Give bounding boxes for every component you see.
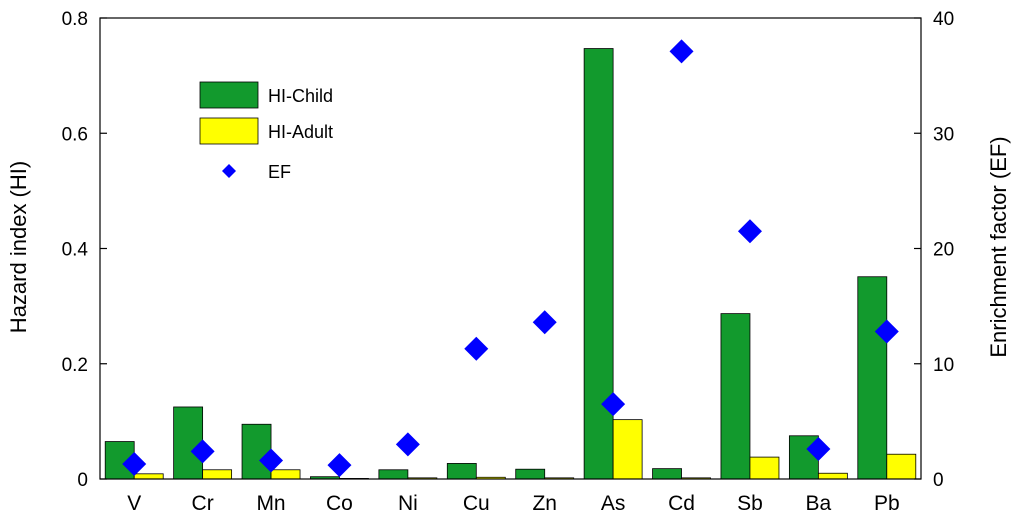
ef-point-cr xyxy=(190,439,215,464)
ef-point-as xyxy=(601,392,626,417)
ef-point-zn xyxy=(532,310,557,335)
y-axis-title: Hazard index (HI) xyxy=(6,161,31,333)
ef-point-pb xyxy=(874,319,899,344)
bar-hi-adult-ba xyxy=(817,472,848,480)
x-tick-label-as: As xyxy=(601,492,626,515)
y-tick-label: 0.6 xyxy=(62,124,88,145)
legend-label-hi-child: HI-Child xyxy=(268,86,333,106)
y2-tick-label: 20 xyxy=(933,240,954,261)
ef-point-cd xyxy=(669,39,694,64)
x-tick-label-cu: Cu xyxy=(463,492,490,515)
bar-hi-adult-cr xyxy=(202,469,233,480)
ef-point-ni xyxy=(395,432,420,457)
bar-hi-adult-sb xyxy=(749,456,780,480)
bar-hi-child-as xyxy=(583,48,614,480)
ef-point-v xyxy=(122,452,147,477)
y2-axis-title: Enrichment factor (EF) xyxy=(986,136,1011,357)
legend-label-ef: EF xyxy=(268,162,291,182)
bar-hi-child-pb xyxy=(857,276,888,480)
bars xyxy=(104,48,917,480)
bar-hi-adult-mn xyxy=(270,469,301,480)
bar-hi-adult-pb xyxy=(886,453,917,480)
y-tick-label: 0.2 xyxy=(62,355,88,376)
y2-tick-label: 10 xyxy=(933,355,954,376)
legend-marker-ef xyxy=(222,164,236,178)
axes: 0 0.2 0.4 0.6 0.8 0 10 20 30 40 V Cr Mn Co Ni Cu Zn As Cd S… xyxy=(62,9,955,515)
bar-hi-child-ni xyxy=(378,469,409,480)
bar-hi-child-cr xyxy=(173,406,204,480)
legend: HI-Child HI-Adult EF xyxy=(199,81,333,182)
legend-swatch-hi-adult xyxy=(199,117,259,145)
ef-point-co xyxy=(327,453,352,478)
x-tick-label-co: Co xyxy=(326,492,353,515)
bar-hi-adult-v xyxy=(133,473,164,480)
legend-label-hi-adult: HI-Adult xyxy=(268,122,333,142)
x-tick-label-cr: Cr xyxy=(192,492,214,515)
y-tick-label: 0.4 xyxy=(62,240,89,261)
x-tick-label-zn: Zn xyxy=(532,492,557,515)
bar-hi-child-zn xyxy=(515,468,546,480)
y2-tick-label: 0 xyxy=(933,470,944,491)
legend-swatch-hi-child xyxy=(199,81,259,109)
ef-markers xyxy=(122,39,899,478)
ef-point-cu xyxy=(464,336,489,361)
ef-point-sb xyxy=(737,219,762,244)
x-tick-label-ba: Ba xyxy=(806,492,832,515)
bar-hi-child-cu xyxy=(446,463,477,480)
ef-point-ba xyxy=(806,437,831,462)
x-tick-label-pb: Pb xyxy=(874,492,900,515)
bar-hi-child-cd xyxy=(652,468,682,480)
x-tick-label-ni: Ni xyxy=(398,492,418,515)
y-tick-label: 0.8 xyxy=(62,9,88,30)
bar-hi-child-sb xyxy=(720,313,751,480)
x-tick-label-mn: Mn xyxy=(256,492,285,515)
x-tick-label-v: V xyxy=(127,492,141,515)
bar-hi-child-mn xyxy=(241,423,272,480)
bar-hi-adult-as xyxy=(612,419,643,480)
ef-point-mn xyxy=(259,448,284,473)
y-tick-label: 0 xyxy=(77,470,88,491)
y2-tick-label: 30 xyxy=(933,124,954,145)
y2-tick-label: 40 xyxy=(933,9,954,30)
x-tick-label-cd: Cd xyxy=(668,492,695,515)
x-tick-label-sb: Sb xyxy=(737,492,763,515)
